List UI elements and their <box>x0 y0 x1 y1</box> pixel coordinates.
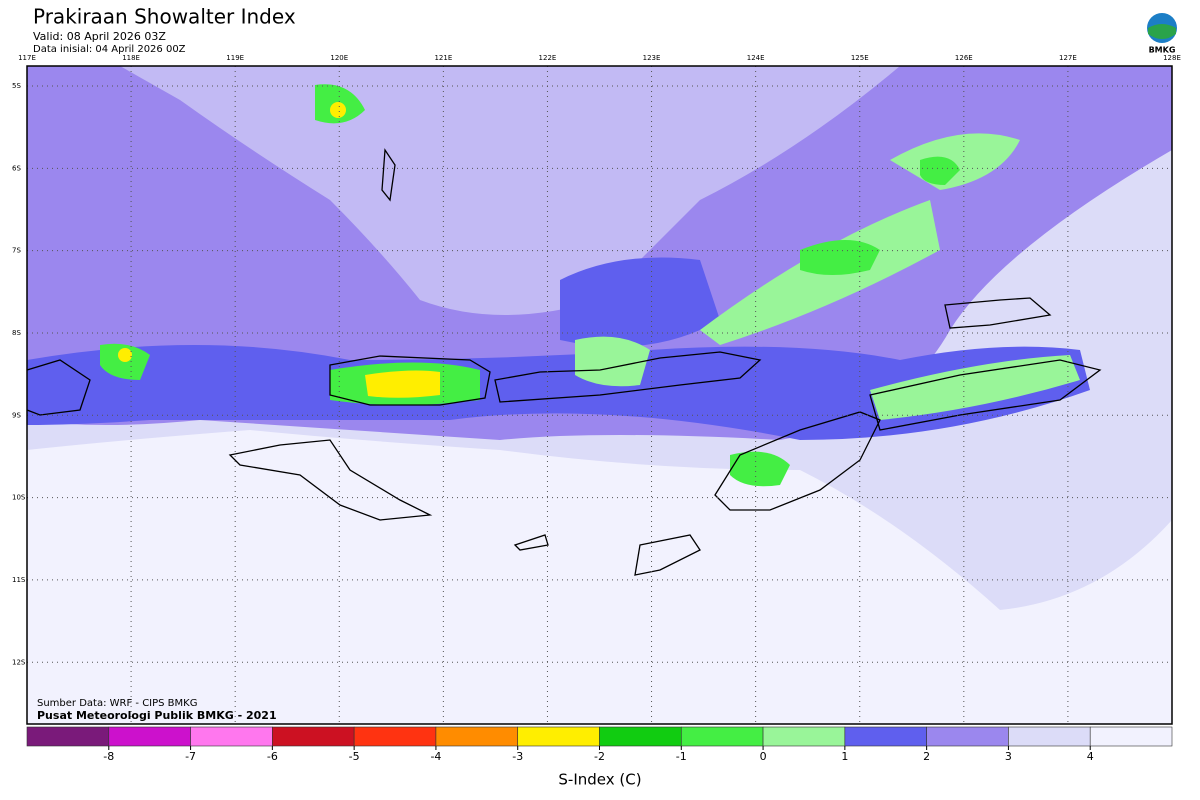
colorbar-tick-label: -2 <box>594 750 605 763</box>
lon-label: 122E <box>539 54 557 62</box>
lon-label: 120E <box>330 54 348 62</box>
colorbar-bin <box>926 726 1009 747</box>
init-time: Data inisial: 04 April 2026 00Z <box>33 44 186 55</box>
coastlines <box>26 148 1102 576</box>
colorbar-bin <box>599 726 682 747</box>
lon-label: 121E <box>434 54 452 62</box>
colorbar-bin <box>272 726 355 747</box>
valid-time: Valid: 08 April 2026 03Z <box>33 30 166 43</box>
field-m3 <box>365 370 440 398</box>
logo-text: BMKG <box>1149 46 1176 55</box>
field-light <box>120 66 900 315</box>
colorbar-bin <box>1008 726 1091 747</box>
lat-label: 12S <box>12 658 26 666</box>
lat-label: 10S <box>12 494 26 502</box>
source: Sumber Data: WRF - CIPS BMKG <box>37 698 197 709</box>
island-sumba <box>228 439 433 521</box>
colorbar-tick-label: -6 <box>267 750 278 763</box>
colorbar-tick-label: 4 <box>1087 750 1094 763</box>
colorbar-tick-label: -3 <box>512 750 523 763</box>
colorbar-tick-label: 3 <box>1005 750 1012 763</box>
colorbar-bin <box>680 726 764 747</box>
field-1 <box>27 345 1090 440</box>
colorbar-tick-label: 0 <box>760 750 767 763</box>
island-sumbawa <box>329 355 491 406</box>
lon-label: 126E <box>955 54 973 62</box>
island-east <box>869 359 1102 431</box>
island-flores <box>494 351 762 403</box>
lon-label: 117E <box>18 54 36 62</box>
lat-label: 7S <box>12 247 21 255</box>
lon-label: 118E <box>122 54 140 62</box>
lat-label: 8S <box>12 329 21 337</box>
credit: Pusat Meteorologi Publik BMKG - 2021 <box>37 709 277 722</box>
field-m1f <box>920 156 960 185</box>
lat-label: 11S <box>12 576 26 584</box>
lon-label: 127E <box>1059 54 1077 62</box>
colorbar-bin <box>26 726 110 747</box>
lon-label: 128E <box>1163 54 1181 62</box>
island-wetar <box>944 297 1052 329</box>
lon-label: 119E <box>226 54 244 62</box>
colorbar-bin <box>517 726 600 747</box>
field-m3c <box>330 102 346 118</box>
island-rote <box>634 534 701 576</box>
colorbar-tick-label: -7 <box>185 750 196 763</box>
field-1b <box>560 257 720 347</box>
island-lombok <box>26 359 91 416</box>
lon-label: 123E <box>643 54 661 62</box>
field-0d <box>575 336 650 387</box>
colorbar-label: S-Index (C) <box>558 771 641 789</box>
colorbar-bin <box>1089 726 1173 747</box>
colorbar: -8 -7 -6 -5 -4 -3 -2 -1 0 1 2 3 4 <box>26 726 1173 763</box>
colorbar-bin <box>844 726 927 747</box>
lat-label: 5S <box>12 82 21 90</box>
grid <box>26 66 1173 724</box>
colorbar-tick-label: 1 <box>841 750 848 763</box>
colorbar-tick-label: -8 <box>103 750 114 763</box>
colorbar-bin <box>762 726 846 747</box>
colorbar-tick-label: -1 <box>676 750 687 763</box>
island-timor <box>714 411 881 511</box>
map-frame <box>26 65 1173 725</box>
logo-shape <box>1148 24 1176 39</box>
colorbar-tick-label: 2 <box>923 750 930 763</box>
colorbar-bin <box>435 726 519 747</box>
colorbar-bin <box>353 726 437 747</box>
lat-label: 6S <box>12 164 21 172</box>
colorbar-bin <box>108 726 191 747</box>
lon-label: 125E <box>851 54 869 62</box>
island-selayar <box>381 148 396 202</box>
colorbar-tick-label: -4 <box>430 750 441 763</box>
lon-label: 124E <box>747 54 765 62</box>
title: Prakiraan Showalter Index <box>33 5 296 29</box>
field-0c <box>870 355 1080 420</box>
lat-label: 9S <box>12 411 21 419</box>
island-sawu <box>513 534 549 551</box>
field-m3b <box>118 348 132 362</box>
colorbar-tick-label: -5 <box>349 750 360 763</box>
colorbar-bin <box>190 726 273 747</box>
logo: BMKG <box>1147 13 1177 55</box>
field-m1d <box>730 451 790 487</box>
